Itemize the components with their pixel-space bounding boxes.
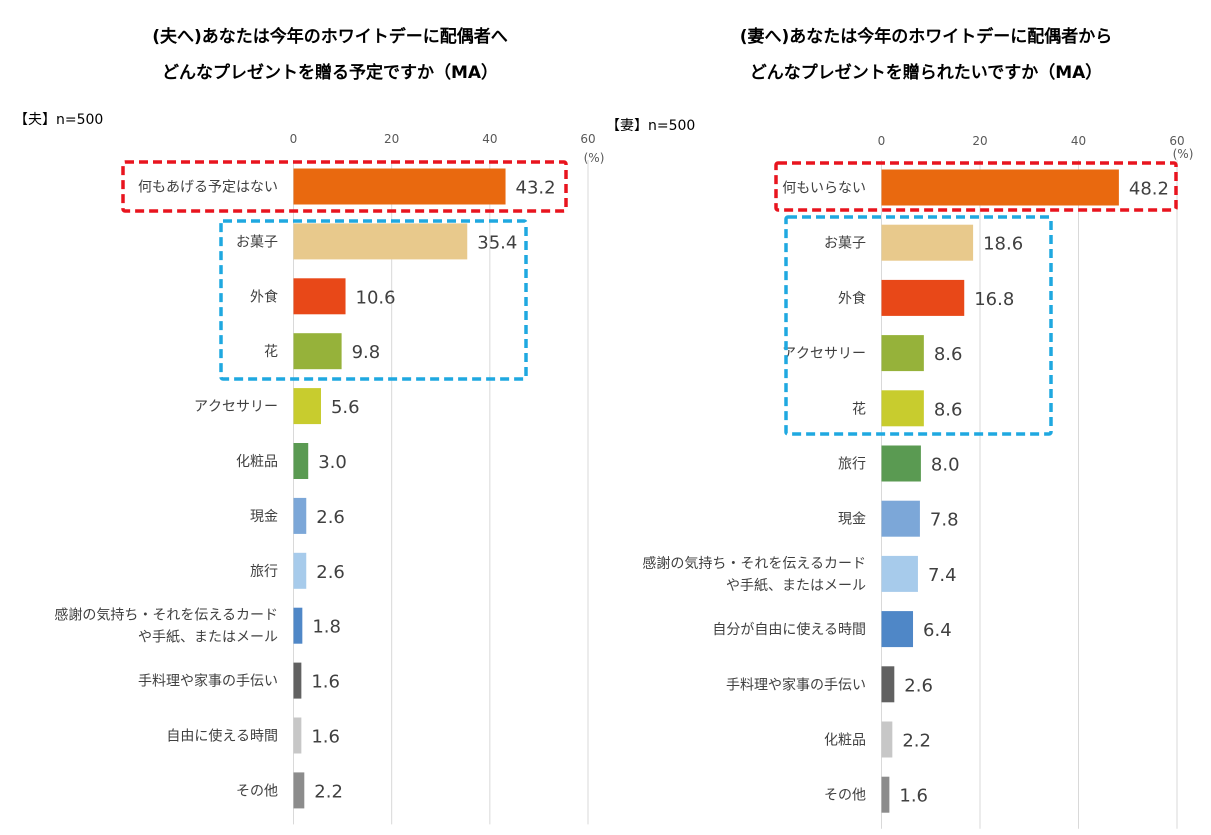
husband-value-label-10: 1.6 bbox=[311, 672, 340, 693]
wife-bar-4 bbox=[881, 335, 924, 372]
wife-x-tick-60: 60 bbox=[1169, 134, 1184, 148]
husband-x-tick-0: 0 bbox=[290, 132, 298, 146]
wife-bar-7 bbox=[881, 500, 920, 537]
husband-x-tick-60: 60 bbox=[580, 132, 595, 146]
wife-bar-8 bbox=[881, 555, 918, 592]
wife-category-label-8-line-2: や手紙、またはメール bbox=[726, 578, 866, 594]
husband-bar-7 bbox=[293, 497, 307, 534]
husband-value-label-2: 35.4 bbox=[477, 232, 517, 253]
wife-bar-6 bbox=[881, 445, 921, 482]
husband-unit-label: (%) bbox=[584, 151, 605, 165]
wife-value-label-8: 7.4 bbox=[928, 565, 957, 586]
wife-chart-title-line-1: (妻へ)あなたは今年のホワイトデーに配偶者から bbox=[740, 26, 1113, 47]
wife-value-label-6: 8.0 bbox=[931, 455, 960, 476]
husband-value-label-1: 43.2 bbox=[516, 178, 556, 199]
husband-category-label-11: 自由に使える時間 bbox=[166, 728, 278, 745]
husband-bar-4 bbox=[293, 333, 342, 370]
wife-value-label-11: 2.2 bbox=[902, 731, 931, 752]
husband-value-label-6: 3.0 bbox=[318, 452, 347, 473]
wife-category-label-7: 現金 bbox=[838, 512, 866, 528]
husband-value-label-3: 10.6 bbox=[356, 287, 396, 308]
husband-bar-10 bbox=[293, 662, 302, 699]
husband-value-label-9: 1.8 bbox=[312, 617, 341, 638]
wife-bar-2 bbox=[881, 224, 974, 261]
wife-category-label-10: 手料理や家事の手伝い bbox=[726, 676, 866, 693]
husband-category-label-7: 現金 bbox=[250, 509, 278, 525]
husband-category-label-12: その他 bbox=[236, 783, 278, 799]
wife-category-label-8-line-1: 感謝の気持ち・それを伝えるカード bbox=[642, 555, 866, 572]
wife-category-label-6: 旅行 bbox=[838, 457, 866, 473]
husband-value-label-4: 9.8 bbox=[352, 342, 381, 363]
husband-bar-11 bbox=[293, 717, 302, 754]
wife-bar-9 bbox=[881, 611, 914, 648]
wife-value-label-2: 18.6 bbox=[983, 234, 1023, 255]
wife-unit-label: (%) bbox=[1173, 147, 1194, 161]
husband-bar-1 bbox=[293, 168, 506, 205]
husband-bar-12 bbox=[293, 772, 305, 809]
husband-chart-title-line-2: どんなプレゼントを贈る予定ですか（MA） bbox=[162, 62, 498, 83]
wife-bar-11 bbox=[881, 721, 893, 758]
wife-value-label-10: 2.6 bbox=[904, 675, 933, 696]
wife-value-label-5: 8.6 bbox=[934, 399, 963, 420]
wife-red-highlight-box bbox=[774, 161, 1178, 212]
husband-category-label-5: アクセサリー bbox=[194, 399, 278, 415]
wife-chart-title-line-2: どんなプレゼントを贈られたいですか（MA） bbox=[750, 62, 1103, 83]
wife-category-label-3: 外食 bbox=[838, 290, 866, 307]
wife-category-label-1: 何もいらない bbox=[782, 181, 866, 197]
husband-category-label-6: 化粧品 bbox=[236, 454, 278, 470]
wife-value-label-9: 6.4 bbox=[923, 620, 952, 641]
wife-value-label-3: 16.8 bbox=[974, 289, 1014, 310]
husband-category-label-8: 旅行 bbox=[250, 564, 278, 580]
husband-category-label-1: 何もあげる予定はない bbox=[138, 180, 278, 196]
wife-chart: (妻へ)あなたは今年のホワイトデーに配偶者からどんなプレゼントを贈られたいですか… bbox=[606, 26, 1193, 829]
husband-value-label-7: 2.6 bbox=[316, 507, 345, 528]
husband-bar-8 bbox=[293, 552, 307, 589]
husband-x-tick-20: 20 bbox=[384, 132, 399, 146]
wife-sample-size: 【妻】n=500 bbox=[606, 118, 695, 134]
husband-category-label-2: お菓子 bbox=[236, 234, 278, 250]
husband-bar-9 bbox=[293, 607, 303, 644]
husband-category-label-9-line-1: 感謝の気持ち・それを伝えるカード bbox=[54, 607, 278, 624]
husband-bar-6 bbox=[293, 443, 309, 479]
wife-category-label-4: アクセサリー bbox=[782, 346, 866, 362]
wife-bar-12 bbox=[881, 776, 890, 813]
husband-sample-size: 【夫】n=500 bbox=[14, 112, 103, 128]
husband-chart: (夫へ)あなたは今年のホワイトデーに配偶者へどんなプレゼントを贈る予定ですか（M… bbox=[14, 26, 605, 825]
husband-blue-highlight-box bbox=[219, 219, 528, 381]
wife-value-label-4: 8.6 bbox=[934, 344, 963, 365]
wife-blue-highlight-box bbox=[784, 215, 1053, 436]
wife-x-tick-40: 40 bbox=[1071, 134, 1086, 148]
wife-bar-10 bbox=[881, 666, 895, 703]
wife-category-label-2: お菓子 bbox=[824, 236, 866, 252]
husband-red-highlight-box bbox=[121, 160, 568, 213]
wife-value-label-1: 48.2 bbox=[1129, 179, 1169, 200]
wife-bar-3 bbox=[881, 279, 965, 316]
husband-bar-3 bbox=[293, 278, 346, 315]
wife-category-label-9: 自分が自由に使える時間 bbox=[712, 621, 866, 638]
wife-category-label-11: 化粧品 bbox=[824, 733, 866, 749]
husband-value-label-8: 2.6 bbox=[316, 562, 345, 583]
husband-bar-5 bbox=[293, 388, 321, 425]
husband-category-label-3: 外食 bbox=[250, 288, 278, 305]
wife-category-label-12: その他 bbox=[824, 788, 866, 804]
husband-category-label-4: 花 bbox=[264, 344, 278, 360]
wife-x-tick-0: 0 bbox=[878, 134, 886, 148]
husband-x-tick-40: 40 bbox=[482, 132, 497, 146]
husband-category-label-10: 手料理や家事の手伝い bbox=[138, 673, 278, 690]
wife-x-tick-20: 20 bbox=[972, 134, 987, 148]
wife-category-label-5: 花 bbox=[852, 401, 866, 417]
wife-bar-1 bbox=[881, 169, 1119, 206]
husband-value-label-12: 2.2 bbox=[314, 781, 343, 802]
husband-chart-title-line-1: (夫へ)あなたは今年のホワイトデーに配偶者へ bbox=[152, 26, 508, 47]
husband-value-label-5: 5.6 bbox=[331, 397, 360, 418]
wife-value-label-7: 7.8 bbox=[930, 510, 959, 531]
wife-bar-5 bbox=[881, 390, 924, 427]
husband-bar-2 bbox=[293, 223, 468, 260]
wife-value-label-12: 1.6 bbox=[899, 786, 928, 807]
husband-value-label-11: 1.6 bbox=[311, 727, 340, 748]
husband-category-label-9-line-2: や手紙、またはメール bbox=[138, 630, 278, 646]
